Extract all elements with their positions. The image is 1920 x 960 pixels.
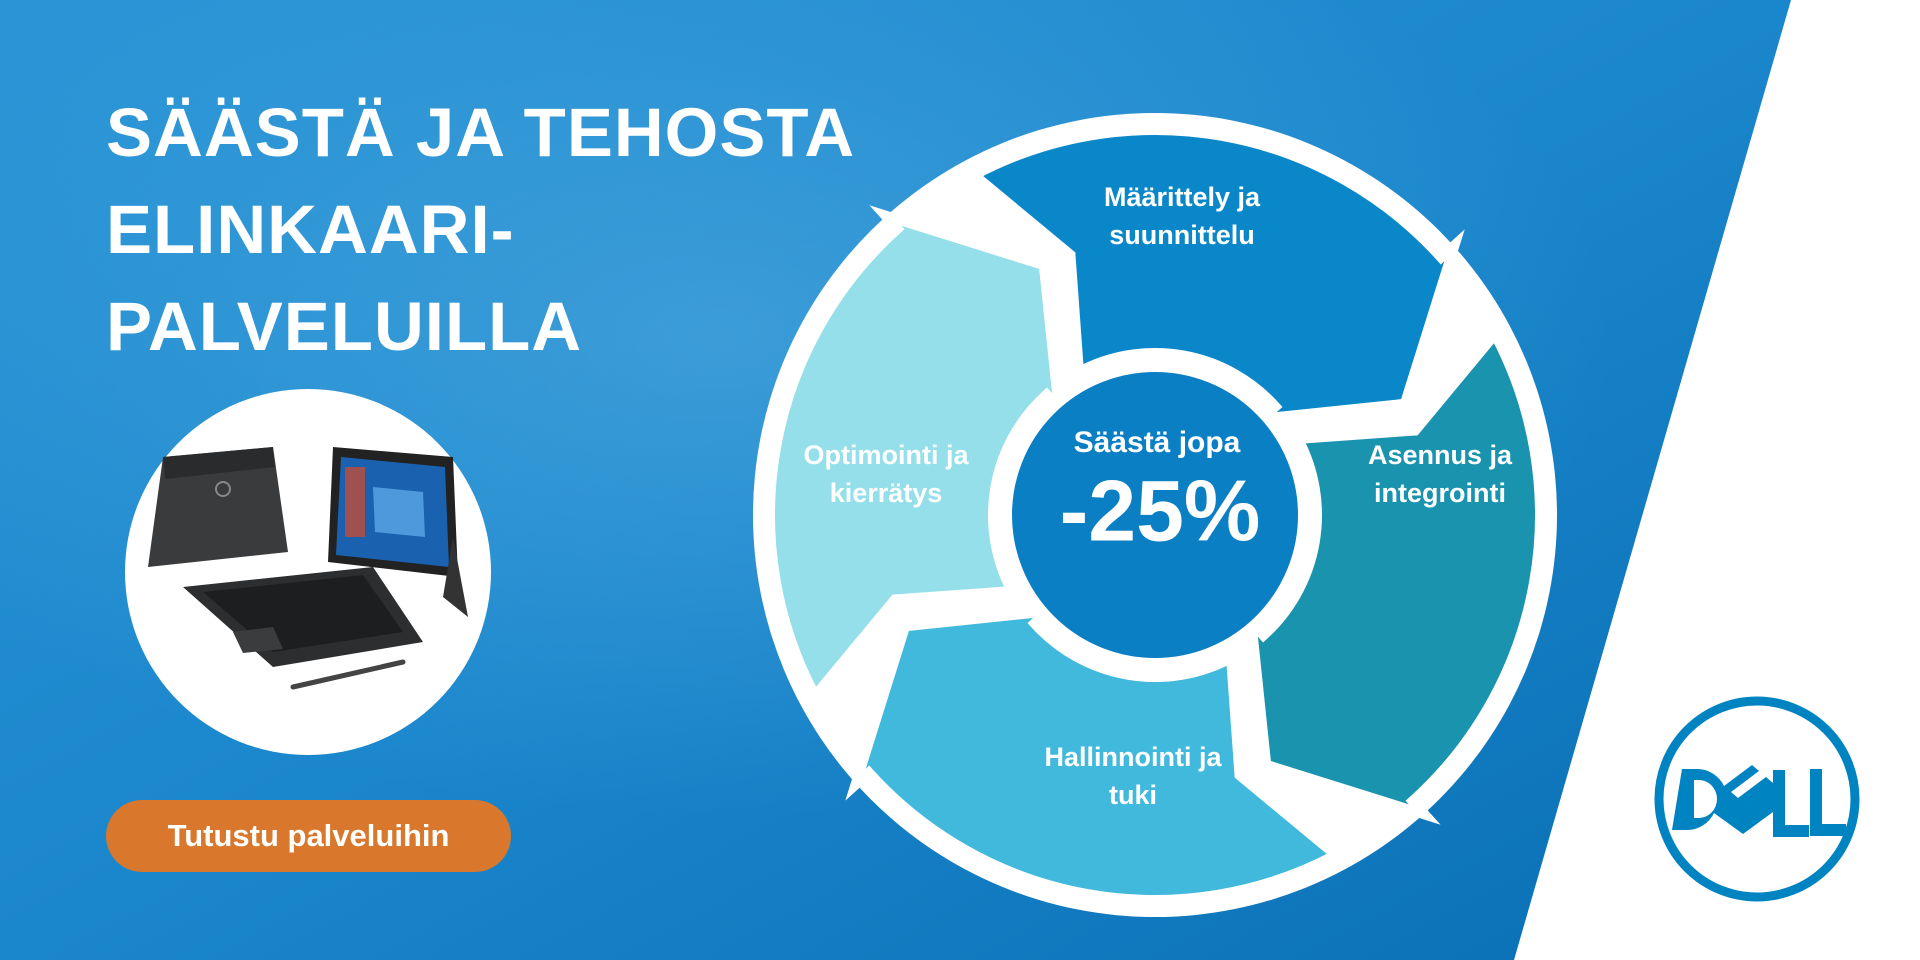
cycle-arrow-optimization [765, 205, 1066, 705]
segment-label-line: Asennus ja [1367, 440, 1513, 470]
segment-label-line: Hallinnointi ja [1044, 742, 1222, 772]
dell-logo[interactable] [1652, 694, 1862, 904]
savings-caption: Säästä jopa [1073, 426, 1241, 459]
cycle-arrow-definition [965, 125, 1465, 426]
segment-label-optimization: Optimointi ja kierrätys [804, 436, 969, 512]
savings-percentage: -25% [1059, 463, 1261, 560]
cycle-arrow-management [845, 604, 1345, 905]
segment-label-line: suunnittelu [1109, 220, 1255, 250]
segment-label-management: Hallinnointi ja tuki [1044, 738, 1221, 814]
segment-label-line: Määrittely ja [1103, 182, 1261, 212]
headline-line-2: ELINKAARI- [106, 191, 515, 268]
segment-label-line: Optimointi ja [803, 440, 969, 470]
cycle-arrow-installation [1244, 325, 1545, 825]
headline-line-3: PALVELUILLA [106, 288, 583, 365]
explore-services-button[interactable]: Tutustu palveluihin [106, 800, 511, 872]
product-image-tablet [125, 389, 491, 755]
cycle-center-circle [998, 358, 1312, 672]
headline: SÄÄSTÄ JA TEHOSTA ELINKAARI- PALVELUILLA [106, 84, 855, 375]
headline-line-1: SÄÄSTÄ JA TEHOSTA [106, 94, 856, 171]
segment-label-installation: Asennus ja integrointi [1368, 436, 1512, 512]
dell-logo-small-icon [215, 481, 231, 497]
segment-label-line: kierrätys [829, 478, 943, 508]
segment-label-line: integrointi [1374, 478, 1506, 508]
segment-label-line: tuki [1108, 780, 1158, 810]
segment-label-definition: Määrittely ja suunnittelu [1104, 178, 1260, 254]
